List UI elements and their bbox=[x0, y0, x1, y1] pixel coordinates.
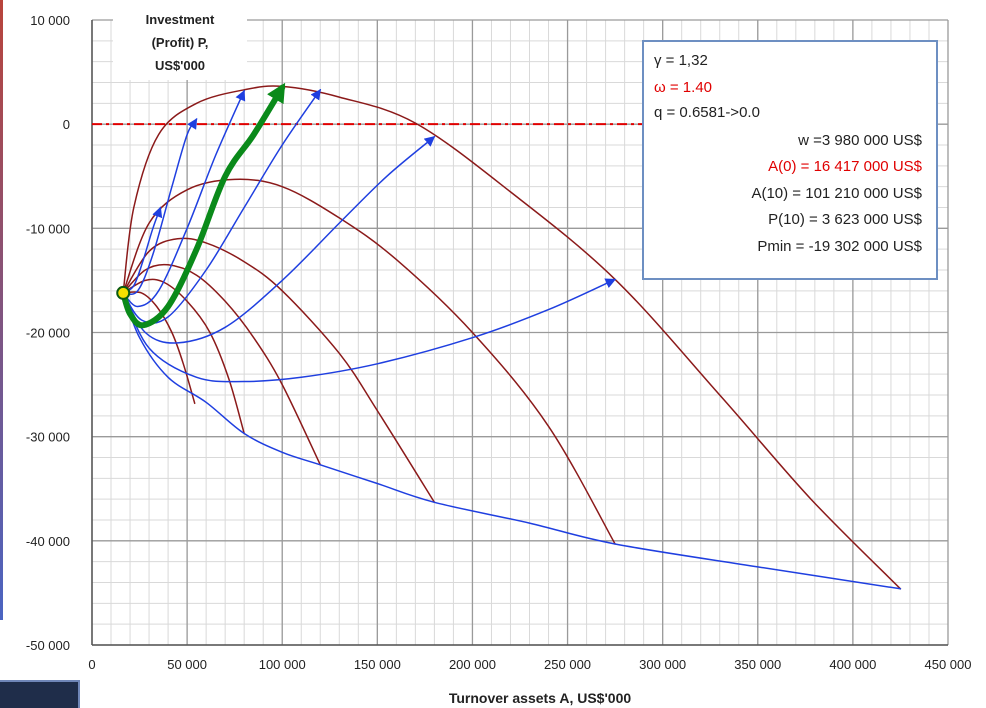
y-tick-label: 0 bbox=[63, 117, 70, 132]
y-tick-label: -50 000 bbox=[26, 638, 70, 653]
y-tick-label: 10 000 bbox=[30, 13, 70, 28]
series-line-9 bbox=[122, 88, 322, 324]
x-tick-label: 50 000 bbox=[167, 657, 207, 672]
series-group bbox=[116, 82, 902, 590]
series-line-7 bbox=[122, 278, 617, 383]
series-line-8 bbox=[122, 135, 436, 344]
a10-value: A(10) = 101 210 000 US$ bbox=[751, 185, 922, 202]
series-line-5 bbox=[122, 291, 196, 405]
series-line-0 bbox=[122, 85, 902, 590]
q-value: q = 0.6581->0.0 bbox=[654, 104, 760, 121]
series-line-12 bbox=[122, 206, 163, 294]
y-axis-title-line-2: (Profit) P, bbox=[152, 35, 209, 50]
x-tick-label: 250 000 bbox=[544, 657, 591, 672]
x-tick-label: 200 000 bbox=[449, 657, 496, 672]
corner-panel bbox=[0, 680, 80, 708]
omega-value: ω = 1.40 bbox=[654, 79, 713, 96]
series-line-6 bbox=[122, 292, 902, 590]
x-tick-label: 450 000 bbox=[925, 657, 972, 672]
x-tick-label: 150 000 bbox=[354, 657, 401, 672]
y-tick-label: -20 000 bbox=[26, 326, 70, 341]
y-tick-label: -40 000 bbox=[26, 534, 70, 549]
y-axis-title-line-1: Investment bbox=[146, 12, 215, 27]
series-line-4 bbox=[122, 278, 245, 435]
parameter-box: γ = 1,32 ω = 1.40 q = 0.6581->0.0 w =3 9… bbox=[642, 40, 938, 280]
p10-value: P(10) = 3 623 000 US$ bbox=[768, 211, 922, 228]
x-tick-label: 300 000 bbox=[639, 657, 686, 672]
tick-labels: 0 50 000 100 000 150 000 200 000 250 000 300 0… bbox=[26, 13, 972, 672]
left-edge-strip bbox=[0, 0, 3, 620]
x-tick-label: 400 000 bbox=[829, 657, 876, 672]
axes bbox=[91, 20, 948, 646]
series-line-3 bbox=[122, 263, 322, 466]
series-line-2 bbox=[122, 237, 436, 504]
y-tick-label: -10 000 bbox=[26, 221, 70, 236]
x-tick-label: 0 bbox=[88, 657, 95, 672]
x-tick-label: 100 000 bbox=[259, 657, 306, 672]
x-tick-label: 350 000 bbox=[734, 657, 781, 672]
y-axis-title-line-3: US$'000 bbox=[155, 58, 205, 73]
series-line-10 bbox=[122, 89, 246, 308]
a0-value: A(0) = 16 417 000 US$ bbox=[768, 158, 922, 175]
y-tick-label: -30 000 bbox=[26, 430, 70, 445]
start-point-marker bbox=[116, 285, 131, 300]
w-value: w =3 980 000 US$ bbox=[798, 132, 922, 149]
series-line-13 bbox=[120, 82, 286, 329]
pmin-value: Pmin = -19 302 000 US$ bbox=[757, 238, 922, 255]
series-line-1 bbox=[122, 178, 616, 545]
series-line-11 bbox=[122, 118, 198, 295]
gamma-value: γ = 1,32 bbox=[654, 52, 708, 69]
x-axis-title: Turnover assets A, US$'000 bbox=[449, 690, 632, 706]
y-axis-title: Investment (Profit) P, US$'000 bbox=[113, 6, 247, 80]
